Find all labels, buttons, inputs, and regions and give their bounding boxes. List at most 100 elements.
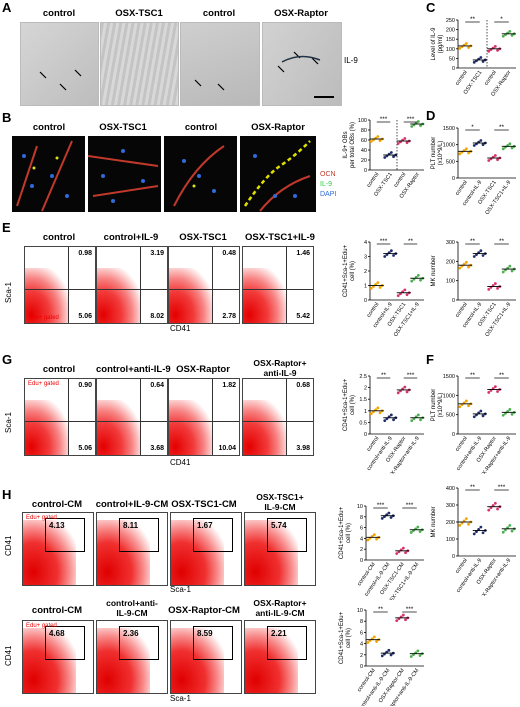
panel-e-quadrant-upper-value-3: 0.48 — [222, 250, 236, 257]
g-quant-point-2-3 — [403, 385, 407, 389]
b-quant-sig-label-1: *** — [407, 116, 415, 123]
panel-g-population-1 — [25, 400, 69, 455]
h1-quant-point-3-3 — [416, 525, 420, 529]
e-quant-ylabel-line-1: cell (%) — [350, 261, 356, 281]
fluo-image-control-2 — [164, 136, 237, 212]
panel-e-plot-1: 0.98 5.06 Edu+ gated — [24, 246, 96, 324]
f-plt-ytick-label-1: 500 — [446, 413, 455, 419]
panel-e-population-4 — [243, 268, 287, 323]
d-mk-point-3-0 — [501, 270, 505, 274]
panel-e-population-2 — [97, 268, 141, 323]
panel-e-gate-tag: Edu+ gated — [28, 315, 59, 321]
d-mk-ytick-label-1: 100 — [446, 279, 455, 285]
h1-quant-point-3-0 — [409, 531, 413, 534]
panel-h1-title-3: OSX-TSC1-CM — [171, 499, 237, 510]
c-point-1-4 — [481, 60, 485, 63]
h2-quant-ytick-label-3: 6 — [360, 630, 363, 636]
b-quant-ytick-label-2: 40 — [361, 148, 367, 154]
e-quant-ylabel-line-0: CD41+Sca-1+Edu+ — [343, 244, 349, 297]
f-plt-point-3-0 — [501, 413, 505, 417]
panel-g-gate-tag: Edu+ gated — [28, 381, 59, 387]
panel-h2-gate-value-2: 2.36 — [123, 629, 139, 638]
f-mk-ytick-label-0: 0 — [452, 554, 455, 560]
panel-e-ylabel: Sca-1 — [4, 282, 13, 303]
d-mk-ytick-label-3: 300 — [446, 240, 455, 246]
e-quant-sig-label-1: ** — [408, 238, 414, 245]
e-quant-ytick-label-0: 0 — [364, 298, 367, 304]
fluo-image-osx-tsc1 — [88, 136, 161, 212]
c-ylabel-line-0: Level of IL-9 — [431, 27, 437, 61]
panel-a-title-1: control — [42, 8, 76, 19]
legend-dapi: DAPI — [320, 191, 337, 198]
panel-e-title-3: OSX-TSC1 — [179, 232, 227, 243]
e-quant-point-2-0 — [396, 294, 400, 298]
f-mk-sig-label-1: *** — [498, 484, 506, 491]
f-mk-point-2-3 — [493, 501, 497, 505]
panel-e-population-1 — [25, 268, 69, 323]
panel-h2-xlabel: Sca-1 — [170, 694, 191, 703]
panel-g-gate-vline-1 — [68, 379, 70, 455]
h2-quant-point-0-0 — [366, 641, 370, 644]
panel-h1-ylabel-wrap: CD41 — [4, 530, 16, 560]
panel-h1-gate-box-1: 4.13 — [45, 518, 85, 552]
h1-quant-ytick-label-0: 0 — [360, 558, 363, 564]
f-plt-point-1-3 — [479, 409, 483, 413]
d-plt-point-3-4 — [510, 146, 514, 150]
d-mk-ylabel-line-0: MK number — [431, 255, 437, 286]
panel-g-plot-4: 0.68 3.98 — [242, 378, 314, 456]
h2-quant-point-1-0 — [380, 654, 384, 658]
f-plt-ylabel-line-0: PLT number — [431, 389, 437, 421]
panel-h2-gate-box-3: 8.59 — [193, 626, 233, 660]
h2-quant-ytick-label-5: 10 — [357, 608, 363, 614]
h1-quant-point-0-4 — [375, 537, 378, 541]
h2-quant-ylabel-line-0: CD41+Sca-1+Edu+ — [339, 611, 345, 664]
g-quant-ylabel-line-1: cell (%) — [350, 395, 356, 415]
d-mk-point-0-3 — [464, 260, 468, 264]
panel-h2-plot-4: 2.21 — [244, 620, 316, 694]
g-quant-point-0-3 — [376, 406, 380, 410]
b-quant-point-0-0 — [369, 140, 373, 143]
h2-quant-point-2-3 — [401, 613, 405, 617]
f-plt-point-3-4 — [510, 412, 514, 416]
panel-h1-gate-box-4: 5.74 — [267, 518, 307, 552]
panel-h2-population-1 — [23, 628, 76, 693]
panel-e-gate-hline-2 — [97, 288, 167, 290]
panel-g-population-3 — [169, 400, 213, 455]
panel-b-title-4: OSX-Raptor — [251, 122, 305, 133]
panel-g-gate-hline-1 — [25, 420, 95, 422]
d-plt-ytick-label-0: 0 — [452, 176, 455, 182]
f-mk-point-0-3 — [464, 517, 468, 520]
h1-quant-point-1-4 — [389, 516, 393, 519]
c-point-0-4 — [467, 46, 470, 49]
e-quant-point-3-3 — [416, 273, 420, 277]
f-mk-point-1-3 — [479, 525, 483, 529]
panel-a-title-4: OSX-Raptor — [274, 8, 328, 19]
e-quant-point-2-3 — [403, 288, 407, 292]
panel-g-quadrant-lower-value-3: 10.04 — [218, 445, 236, 452]
b-quant-point-0-4 — [378, 139, 382, 143]
panel-g-gate-hline-3 — [169, 420, 239, 422]
f-plt-sig-label-1: ** — [499, 372, 505, 379]
d-mk-sig-label-0: ** — [470, 238, 476, 245]
e-quant-point-0-3 — [376, 281, 380, 284]
panel-h1-title-2: control+IL-9-CM — [95, 499, 169, 510]
h2-quant-point-3-3 — [416, 649, 420, 653]
c-ytick-label-2: 100 — [446, 47, 455, 53]
c-point-3-0 — [501, 34, 505, 38]
ihc-image-control-2 — [180, 22, 260, 106]
panel-e-quadrant-lower-value-2: 8.02 — [150, 313, 164, 320]
panel-letter-f: F — [426, 352, 434, 367]
e-quant-point-1-3 — [389, 249, 393, 253]
g-quant-point-1-3 — [389, 413, 393, 417]
panel-e-plot-3: 0.48 2.78 — [168, 246, 240, 324]
panel-e-plot-2: 3.19 8.02 — [96, 246, 168, 324]
panel-e-gate-hline-4 — [243, 288, 313, 290]
f-mk-point-1-0 — [472, 532, 476, 536]
g-quant-ytick-label-2: 1 — [364, 409, 367, 415]
h2-quant-point-0-3 — [372, 635, 376, 639]
panel-e-gate-vline-3 — [212, 247, 214, 323]
panel-g-quadrant-lower-value-2: 3.68 — [150, 445, 164, 452]
f-mk-ytick-label-1: 100 — [446, 537, 455, 543]
d-mk-point-0-4 — [467, 265, 470, 269]
